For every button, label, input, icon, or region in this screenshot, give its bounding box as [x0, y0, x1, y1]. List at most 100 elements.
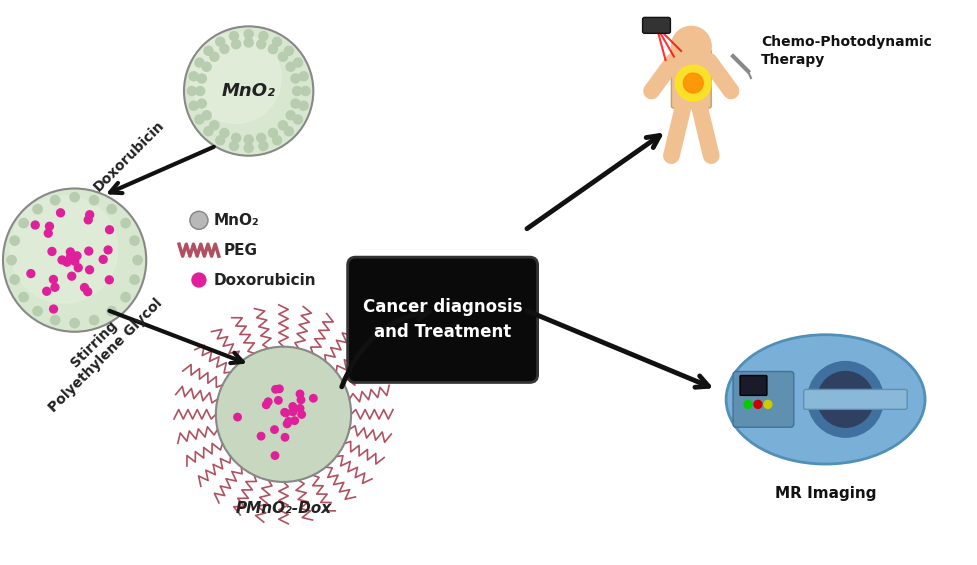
- Circle shape: [130, 275, 139, 284]
- Circle shape: [265, 398, 272, 406]
- Circle shape: [46, 223, 54, 230]
- Circle shape: [216, 347, 351, 482]
- Circle shape: [86, 211, 94, 219]
- Circle shape: [191, 273, 206, 287]
- Circle shape: [259, 141, 268, 150]
- Circle shape: [285, 418, 292, 425]
- Circle shape: [204, 46, 213, 55]
- Circle shape: [244, 29, 253, 38]
- Circle shape: [50, 305, 58, 313]
- Circle shape: [31, 221, 39, 229]
- Circle shape: [269, 128, 277, 137]
- FancyBboxPatch shape: [733, 372, 793, 427]
- Circle shape: [85, 247, 93, 255]
- Circle shape: [257, 40, 266, 49]
- Circle shape: [272, 386, 279, 393]
- Text: MnO₂: MnO₂: [214, 213, 260, 228]
- Circle shape: [33, 205, 42, 214]
- Circle shape: [48, 247, 56, 255]
- Circle shape: [744, 401, 752, 408]
- Circle shape: [57, 209, 64, 217]
- Text: MnO₂: MnO₂: [222, 82, 276, 100]
- Text: Doxorubicin: Doxorubicin: [91, 118, 167, 194]
- FancyBboxPatch shape: [804, 389, 908, 409]
- Circle shape: [281, 433, 289, 441]
- Circle shape: [84, 288, 92, 295]
- Circle shape: [282, 409, 289, 417]
- Circle shape: [291, 99, 300, 108]
- Circle shape: [19, 293, 28, 302]
- Circle shape: [675, 65, 711, 101]
- Circle shape: [281, 408, 288, 416]
- Text: Doxorubicin: Doxorubicin: [214, 272, 317, 288]
- Circle shape: [291, 74, 300, 83]
- FancyBboxPatch shape: [671, 49, 711, 108]
- Circle shape: [232, 40, 240, 49]
- Circle shape: [293, 58, 303, 67]
- Circle shape: [244, 38, 253, 47]
- Circle shape: [299, 72, 308, 81]
- Circle shape: [818, 372, 873, 427]
- Circle shape: [63, 258, 71, 266]
- Circle shape: [51, 284, 59, 292]
- Circle shape: [10, 236, 20, 245]
- Circle shape: [70, 257, 79, 265]
- Circle shape: [263, 401, 270, 408]
- Circle shape: [297, 396, 305, 403]
- Circle shape: [202, 62, 211, 71]
- Circle shape: [19, 219, 28, 228]
- Circle shape: [283, 420, 291, 428]
- Circle shape: [67, 272, 75, 280]
- Circle shape: [220, 128, 229, 137]
- Circle shape: [43, 288, 51, 295]
- Circle shape: [51, 195, 60, 205]
- Circle shape: [90, 195, 99, 205]
- Circle shape: [33, 306, 42, 316]
- Circle shape: [190, 101, 198, 110]
- Circle shape: [27, 270, 35, 277]
- Circle shape: [86, 266, 94, 273]
- Circle shape: [74, 264, 82, 272]
- Circle shape: [50, 276, 58, 284]
- Circle shape: [299, 101, 308, 110]
- Circle shape: [278, 121, 287, 130]
- Circle shape: [130, 236, 139, 245]
- Circle shape: [296, 405, 304, 412]
- Circle shape: [107, 306, 116, 316]
- Circle shape: [244, 144, 253, 153]
- Circle shape: [259, 32, 268, 41]
- Circle shape: [234, 414, 241, 421]
- Circle shape: [197, 99, 206, 108]
- Circle shape: [70, 319, 79, 328]
- Circle shape: [291, 417, 298, 424]
- Circle shape: [275, 397, 282, 404]
- Circle shape: [70, 193, 79, 202]
- Circle shape: [66, 253, 74, 261]
- Circle shape: [257, 432, 265, 440]
- Circle shape: [671, 27, 711, 66]
- Circle shape: [106, 226, 113, 234]
- Circle shape: [276, 385, 283, 393]
- Circle shape: [310, 394, 318, 402]
- Circle shape: [301, 86, 310, 95]
- Circle shape: [298, 411, 306, 418]
- Circle shape: [44, 229, 52, 237]
- Circle shape: [244, 135, 253, 144]
- Circle shape: [202, 111, 211, 120]
- Text: MR Imaging: MR Imaging: [775, 486, 876, 501]
- Circle shape: [204, 127, 213, 136]
- Circle shape: [121, 293, 130, 302]
- Text: PMnO₂-Dox: PMnO₂-Dox: [235, 501, 331, 516]
- Circle shape: [121, 219, 130, 228]
- Circle shape: [754, 401, 762, 408]
- Circle shape: [197, 74, 206, 83]
- Circle shape: [230, 141, 238, 150]
- Circle shape: [10, 275, 20, 284]
- Text: Cancer diagnosis
and Treatment: Cancer diagnosis and Treatment: [362, 298, 523, 341]
- Text: Stirring
Polyethylene Glycol: Stirring Polyethylene Glycol: [34, 284, 165, 415]
- Ellipse shape: [726, 334, 925, 464]
- Circle shape: [293, 115, 303, 124]
- Circle shape: [230, 32, 238, 41]
- Circle shape: [216, 136, 225, 145]
- Circle shape: [80, 284, 89, 292]
